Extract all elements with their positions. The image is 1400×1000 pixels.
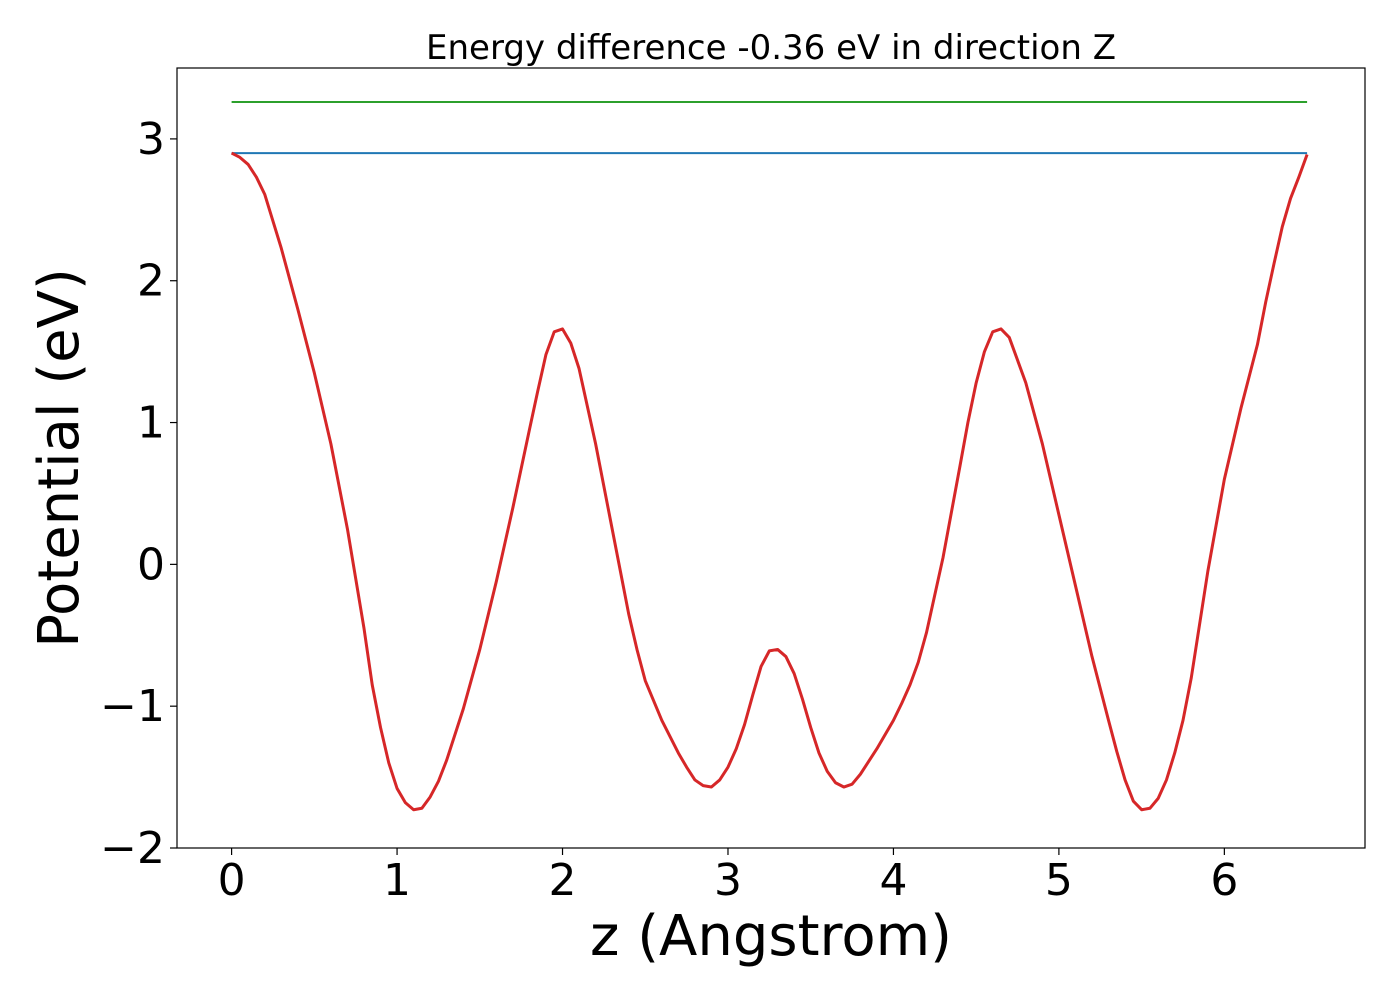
x-tick-label: 6	[1210, 855, 1238, 906]
y-tick-label: 2	[137, 256, 165, 307]
x-tick-label: 2	[549, 855, 577, 906]
x-tick-label: 0	[218, 855, 246, 906]
chart-title: Energy difference -0.36 eV in direction …	[426, 28, 1116, 68]
x-tick-label: 4	[879, 855, 907, 906]
y-tick-label: −2	[100, 823, 165, 874]
y-tick-label: 1	[137, 398, 165, 449]
y-tick-label: 0	[137, 539, 165, 590]
y-tick-label: −1	[100, 681, 165, 732]
y-axis-ticks: −2 −1 0 1 2 3	[100, 114, 177, 874]
plot-frame	[176, 67, 1366, 849]
x-tick-label: 5	[1045, 855, 1073, 906]
series-layer	[230, 101, 1309, 812]
x-tick-label: 3	[714, 855, 742, 906]
y-axis-title: Potential (eV)	[27, 268, 92, 648]
y-tick-label: 3	[137, 114, 165, 165]
x-axis-title: z (Angstrom)	[590, 904, 952, 969]
x-axis-ticks: 0 1 2 3 4 5 6	[218, 848, 1238, 906]
x-tick-label: 1	[383, 855, 411, 906]
series-line-2	[230, 151, 1309, 812]
